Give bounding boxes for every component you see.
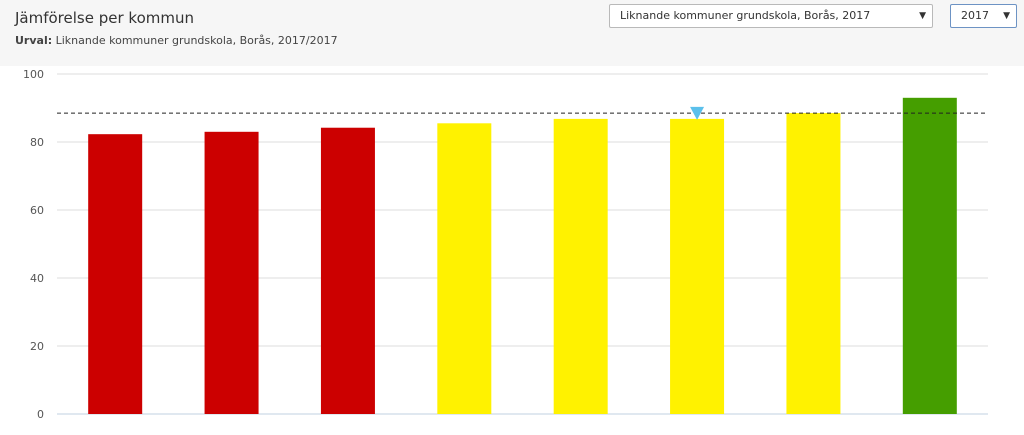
page-title: Jämförelse per kommun — [15, 9, 194, 27]
bar[interactable] — [88, 134, 143, 414]
y-tick-label: 0 — [37, 408, 44, 421]
y-tick-label: 100 — [23, 68, 44, 81]
bar[interactable] — [670, 118, 725, 414]
comparison-group-value: Liknande kommuner grundskola, Borås, 201… — [620, 9, 871, 22]
selected-municipality-marker-icon — [690, 106, 705, 120]
bar[interactable] — [204, 131, 259, 415]
y-tick-label: 40 — [30, 272, 44, 285]
bar[interactable] — [553, 118, 608, 414]
selection-summary: Urval: Liknande kommuner grundskola, Bor… — [15, 34, 338, 47]
year-select[interactable]: 2017 ▼ — [950, 4, 1017, 28]
y-tick-label: 80 — [30, 136, 44, 149]
bar[interactable] — [437, 123, 492, 415]
y-tick-label: 20 — [30, 340, 44, 353]
y-tick-label: 60 — [30, 204, 44, 217]
bar[interactable] — [786, 113, 841, 414]
comparison-group-select[interactable]: Liknande kommuner grundskola, Borås, 201… — [609, 4, 933, 28]
chevron-down-icon: ▼ — [1003, 11, 1010, 21]
chevron-down-icon: ▼ — [919, 11, 926, 21]
bar[interactable] — [320, 127, 375, 414]
bar[interactable] — [902, 97, 957, 415]
selection-value: Liknande kommuner grundskola, Borås, 201… — [55, 34, 338, 47]
chart-panel — [0, 66, 1024, 435]
bar-chart: 0 20 40 60 80 100 — [23, 68, 988, 421]
year-value: 2017 — [961, 9, 989, 22]
selection-label: Urval: — [15, 34, 53, 47]
